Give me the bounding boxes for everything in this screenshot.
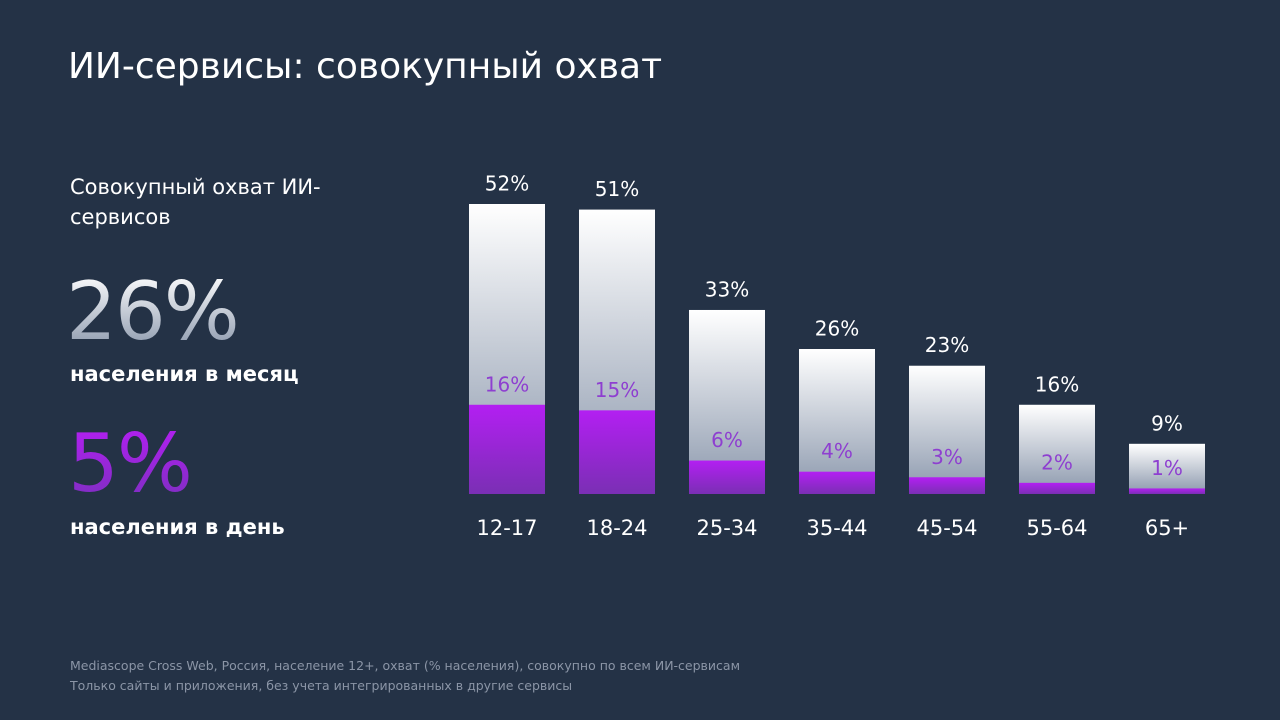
bar: [469, 404, 545, 494]
bar: [1019, 404, 1095, 494]
value-label: 1%: [1151, 456, 1183, 480]
bar: [689, 460, 765, 494]
bar: [799, 349, 875, 494]
value-label: 52%: [485, 172, 529, 196]
x-tick-label: 18-24: [586, 516, 647, 540]
daily-value: 5%: [68, 417, 193, 510]
value-label: 16%: [1035, 372, 1079, 396]
footnote: Только сайты и приложения, без учета инт…: [70, 678, 573, 693]
summary-label: Совокупный охват ИИ-сервисов: [70, 175, 321, 229]
daily-label: населения в день: [70, 515, 285, 539]
value-label: 51%: [595, 177, 639, 201]
monthly-value: 26%: [66, 265, 240, 358]
x-tick-label: 55-64: [1026, 516, 1087, 540]
value-label: 16%: [485, 372, 529, 396]
value-label: 6%: [711, 428, 743, 452]
value-label: 33%: [705, 277, 749, 301]
bar: [1129, 488, 1205, 494]
bar: [909, 365, 985, 494]
x-tick-label: 45-54: [916, 516, 977, 540]
title: ИИ-сервисы: совокупный охват: [68, 46, 663, 87]
value-label: 3%: [931, 445, 963, 469]
value-label: 15%: [595, 378, 639, 402]
bar: [799, 471, 875, 494]
footnote: Mediascope Cross Web, Россия, население …: [70, 658, 741, 673]
bar: [579, 410, 655, 494]
bar: [909, 477, 985, 494]
value-label: 23%: [925, 333, 969, 357]
value-label: 4%: [821, 439, 853, 463]
x-tick-label: 12-17: [476, 516, 537, 540]
x-tick-label: 25-34: [696, 516, 757, 540]
x-tick-label: 35-44: [806, 516, 867, 540]
bar: [1129, 443, 1205, 494]
bar: [1019, 482, 1095, 494]
value-label: 26%: [815, 317, 859, 341]
x-tick-label: 65+: [1145, 516, 1189, 540]
value-label: 9%: [1151, 411, 1183, 435]
value-label: 2%: [1041, 450, 1073, 474]
monthly-label: населения в месяц: [70, 362, 299, 386]
